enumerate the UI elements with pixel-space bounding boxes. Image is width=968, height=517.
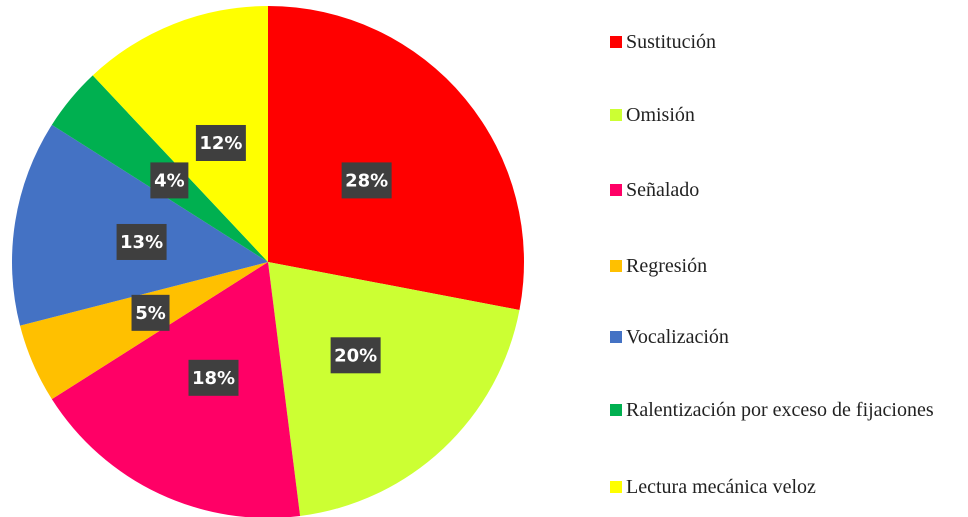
- pie-slice: [92, 6, 268, 262]
- chart: 28% 20% 18% 5% 13% 4% 12%: [12, 6, 524, 517]
- legend-swatch: [610, 260, 622, 272]
- data-label-box: [195, 124, 246, 161]
- legend-item: Lectura mecánica veloz: [610, 474, 960, 500]
- legend-label: Omisión: [626, 104, 695, 126]
- legend-label: Lectura mecánica veloz: [626, 476, 816, 498]
- legend-swatch: [610, 109, 622, 121]
- data-label: 12%: [199, 133, 242, 154]
- legend-item: Señalado: [610, 177, 960, 203]
- legend-label: Sustitución: [626, 31, 717, 53]
- data-label: 5%: [135, 303, 166, 324]
- legend-swatch: [610, 404, 622, 416]
- legend-label: Señalado: [626, 179, 700, 201]
- data-label: 18%: [192, 368, 235, 389]
- pie-slice: [268, 262, 520, 516]
- data-label-box: [116, 223, 167, 260]
- legend-label: Regresión: [626, 255, 708, 277]
- legend-item: Vocalización: [610, 324, 960, 350]
- legend-swatch: [610, 331, 622, 343]
- data-label-box: [341, 162, 392, 199]
- data-label-box: [131, 294, 170, 331]
- legend-swatch: [610, 184, 622, 196]
- legend-swatch: [610, 36, 622, 48]
- pie-slice: [268, 6, 524, 310]
- legend-item: Ralentización por exceso de fijaciones: [610, 397, 960, 423]
- data-label: 20%: [334, 345, 377, 366]
- data-label: 13%: [120, 232, 163, 253]
- legend-item: Regresión: [610, 253, 960, 279]
- pie-slice: [51, 262, 301, 517]
- legend-label: Vocalización: [626, 326, 729, 348]
- data-label-box: [330, 337, 381, 374]
- legend-item: Omisión: [610, 102, 960, 128]
- data-label: 28%: [345, 170, 388, 191]
- data-label-box: [188, 359, 239, 396]
- legend-swatch: [610, 481, 622, 493]
- data-label-box: [150, 162, 189, 199]
- legend-label: Ralentización por exceso de fijaciones: [626, 399, 934, 421]
- legend-item: Sustitución: [610, 29, 960, 55]
- data-label: 4%: [154, 170, 185, 191]
